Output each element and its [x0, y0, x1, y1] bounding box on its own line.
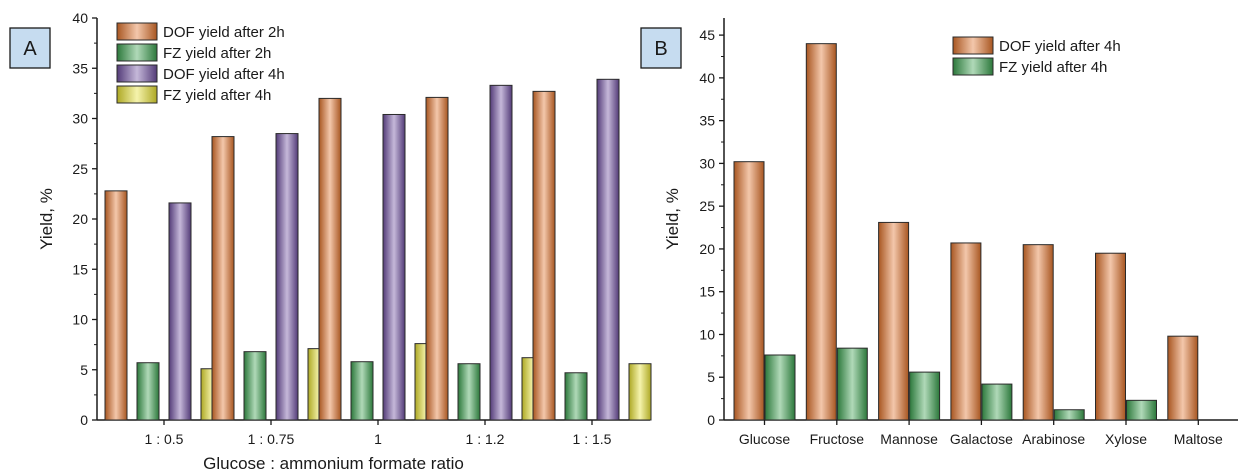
legend-label: FZ yield after 2h — [163, 45, 271, 62]
bar-fz-yield-after-2h-1 — [350, 361, 374, 421]
bar-dof-yield-after-4h-1 — [382, 113, 406, 421]
bar-dof-yield-after-4h-xylose — [1095, 252, 1126, 421]
x-axis-label: Glucose : ammonium formate ratio — [203, 454, 464, 473]
y-tick-label: 15 — [72, 261, 88, 277]
y-tick-label: 20 — [699, 241, 715, 257]
bar-dof-yield-after-2h-1 — [318, 97, 342, 421]
bar-dof-yield-after-4h-1-1-2 — [489, 84, 513, 421]
bar-dof-yield-after-4h-galactose — [950, 242, 982, 421]
bar-fz-yield-after-4h-mannose — [909, 371, 941, 421]
legend-label: DOF yield after 2h — [163, 24, 285, 41]
bar-fz-yield-after-2h-1-1-2 — [457, 363, 481, 421]
legend: DOF yield after 2h FZ yield after 2h DOF y… — [116, 22, 285, 104]
panel-a-chart: A 0 5 10 15 20 25 30 35 40 Yield, % 1 : 0.5 1 : 0.75… — [9, 10, 652, 473]
panel-label-text: B — [654, 38, 667, 60]
x-tick-label: Maltose — [1174, 431, 1223, 447]
bar-fz-yield-after-2h-1-0-5 — [136, 362, 160, 421]
panel-label: B — [640, 27, 682, 69]
x-tick-label: Arabinose — [1022, 431, 1085, 447]
legend-label: FZ yield after 4h — [163, 87, 271, 104]
y-tick-label: 40 — [699, 70, 715, 86]
legend-swatch — [952, 57, 994, 76]
legend-swatch — [116, 22, 158, 41]
legend-swatch — [952, 36, 994, 55]
y-tick-label: 25 — [72, 161, 88, 177]
bar-fz-yield-after-4h-arabinose — [1053, 409, 1085, 421]
bar-dof-yield-after-4h-1-0-5 — [168, 202, 192, 421]
y-tick-label: 30 — [72, 111, 88, 127]
legend-label: FZ yield after 4h — [999, 59, 1107, 76]
y-tick-label: 25 — [699, 198, 715, 214]
panel-label-text: A — [23, 38, 37, 60]
bar-dof-yield-after-2h-1-0-5 — [104, 190, 128, 421]
y-tick-label: 10 — [72, 312, 88, 328]
bar-dof-yield-after-4h-1-1-5 — [596, 78, 620, 421]
y-tick-label: 35 — [699, 113, 715, 129]
y-axis-label: Yield, % — [37, 188, 56, 250]
y-axis-label: Yield, % — [663, 188, 682, 250]
y-tick-label: 20 — [72, 211, 88, 227]
bar-dof-yield-after-4h-arabinose — [1022, 244, 1054, 421]
y-tick-label: 15 — [699, 284, 715, 300]
legend-swatch — [116, 64, 158, 83]
bar-dof-yield-after-4h-fructose — [805, 43, 837, 421]
bar-fz-yield-after-4h-xylose — [1126, 399, 1157, 421]
panel-label: A — [9, 27, 51, 69]
x-tick-label: Xylose — [1105, 431, 1147, 447]
bar-fz-yield-after-2h-1-1-5 — [564, 372, 588, 421]
y-tick-label: 10 — [699, 326, 715, 342]
x-tick-label: 1 — [374, 431, 382, 447]
bar-fz-yield-after-4h-1-1-5 — [628, 363, 652, 421]
bar-dof-yield-after-4h-glucose — [733, 161, 765, 421]
bar-fz-yield-after-4h-glucose — [764, 354, 796, 421]
x-tick-label: 1 : 1.5 — [573, 431, 612, 447]
bar-dof-yield-after-2h-1-1-5 — [532, 90, 556, 421]
x-tick-label: Glucose — [739, 431, 791, 447]
bar-dof-yield-after-4h-mannose — [878, 221, 910, 421]
legend-label: DOF yield after 4h — [999, 38, 1121, 55]
bar-dof-yield-after-4h-maltose — [1167, 335, 1199, 421]
y-tick-label: 40 — [72, 10, 88, 26]
y-tick-label: 5 — [80, 362, 88, 378]
legend-swatch — [116, 43, 158, 62]
bar-dof-yield-after-2h-1-0-75 — [211, 136, 235, 421]
x-tick-label: Mannose — [880, 431, 938, 447]
bar-dof-yield-after-4h-1-0-75 — [275, 133, 299, 421]
y-tick-label: 35 — [72, 60, 88, 76]
y-tick-label: 0 — [80, 412, 88, 428]
bar-dof-yield-after-2h-1-1-2 — [425, 96, 449, 421]
x-tick-label: Fructose — [810, 431, 865, 447]
x-tick-label: Galactose — [950, 431, 1013, 447]
y-tick-label: 45 — [699, 27, 715, 43]
x-tick-label: 1 : 0.75 — [248, 431, 295, 447]
x-tick-label: 1 : 0.5 — [145, 431, 184, 447]
legend-label: DOF yield after 4h — [163, 66, 285, 83]
bar-fz-yield-after-2h-1-0-75 — [243, 351, 267, 421]
panel-b-chart: B 0 5 10 15 20 25 30 35 40 45 Yield, % Glucose Fructo… — [640, 18, 1238, 447]
bar-fz-yield-after-4h-fructose — [836, 347, 868, 421]
x-tick-label: 1 : 1.2 — [466, 431, 505, 447]
bar-fz-yield-after-4h-galactose — [981, 383, 1013, 421]
y-tick-label: 30 — [699, 155, 715, 171]
legend-swatch — [116, 85, 158, 104]
legend: DOF yield after 4h FZ yield after 4h — [952, 36, 1121, 76]
y-tick-label: 5 — [707, 369, 715, 385]
y-tick-label: 0 — [707, 412, 715, 428]
